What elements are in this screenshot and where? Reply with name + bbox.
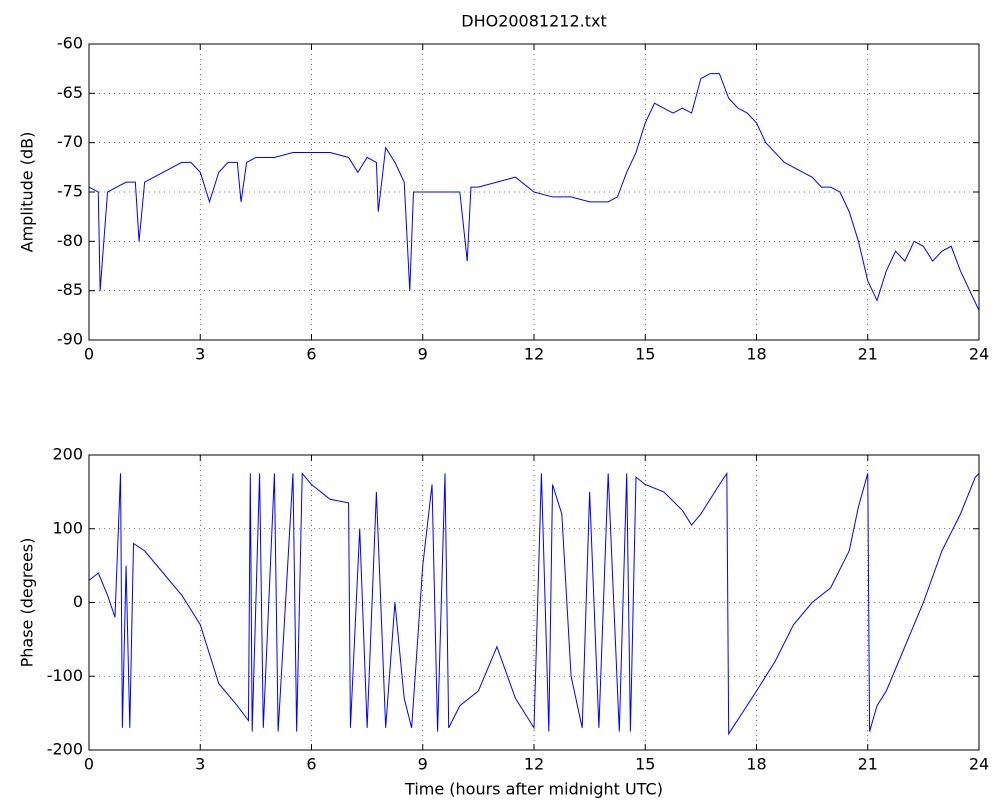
x-tick-label: 9 [418, 345, 428, 364]
y-tick-label: -60 [57, 34, 83, 53]
y-axis-label: Amplitude (dB) [18, 132, 37, 253]
x-tick-label: 0 [84, 345, 94, 364]
axes-frame [88, 43, 980, 341]
x-tick-label: 3 [195, 345, 205, 364]
x-tick-label: 21 [858, 755, 878, 774]
x-tick-label: 12 [524, 345, 544, 364]
axes-frame [88, 454, 980, 751]
x-tick-label: 21 [858, 345, 878, 364]
y-tick-label: -200 [47, 740, 83, 759]
y-tick-label: 0 [73, 592, 83, 611]
x-tick-label: 0 [84, 755, 94, 774]
x-tick-label: 9 [418, 755, 428, 774]
x-tick-label: 6 [306, 755, 316, 774]
y-tick-label: -70 [57, 132, 83, 151]
x-tick-label: 6 [306, 345, 316, 364]
x-tick-label: 3 [195, 755, 205, 774]
y-tick-label: -100 [47, 666, 83, 685]
x-tick-label: 15 [635, 755, 655, 774]
chart-title: DHO20081212.txt [461, 12, 606, 31]
x-axis-label: Time (hours after midnight UTC) [404, 780, 663, 799]
x-tick-label: 24 [969, 345, 989, 364]
y-tick-label: -65 [57, 83, 83, 102]
y-tick-label: -80 [57, 231, 83, 250]
x-tick-label: 15 [635, 345, 655, 364]
y-axis-label: Phase (degrees) [18, 538, 37, 668]
x-tick-label: 18 [746, 345, 766, 364]
x-tick-label: 12 [524, 755, 544, 774]
x-tick-label: 18 [746, 755, 766, 774]
y-tick-label: -85 [57, 280, 83, 299]
y-tick-label: 200 [52, 445, 83, 464]
x-tick-label: 24 [969, 755, 989, 774]
y-tick-label: 100 [52, 518, 83, 537]
y-tick-label: -75 [57, 182, 83, 201]
data-line [88, 471, 980, 736]
data-line [88, 73, 980, 311]
y-tick-label: -90 [57, 330, 83, 349]
